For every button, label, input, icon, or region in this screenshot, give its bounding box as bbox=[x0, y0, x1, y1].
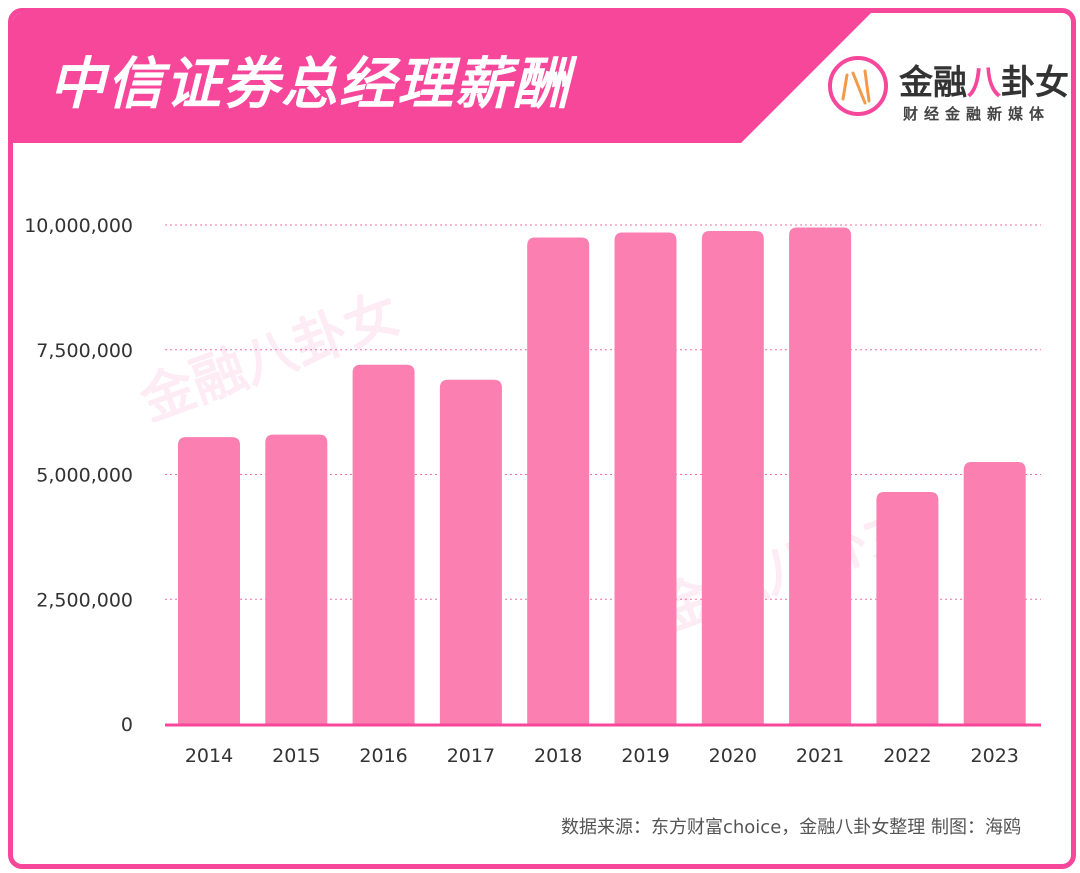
y-tick-label: 2,500,000 bbox=[36, 589, 133, 611]
brand-mark-icon bbox=[828, 56, 888, 116]
y-tick-labels: 0 2,500,000 5,000,000 7,500,000 10,000,000 bbox=[24, 215, 133, 736]
brand-logo: 金融八卦女 财经金融新媒体 bbox=[825, 53, 1069, 133]
x-tick-label: 2014 bbox=[185, 745, 233, 767]
x-tick-label: 2015 bbox=[272, 745, 320, 767]
brand-name-b: 八 bbox=[967, 63, 1001, 103]
bar-2015 bbox=[265, 434, 328, 724]
x-tick-label: 2017 bbox=[447, 745, 495, 767]
y-tick-label: 5,000,000 bbox=[36, 465, 133, 487]
bar-layer bbox=[178, 227, 1026, 725]
brand-name-c: 卦女 bbox=[1001, 63, 1069, 103]
bar-2021 bbox=[789, 227, 852, 724]
x-tick-label: 2021 bbox=[796, 745, 844, 767]
brand-name: 金融八卦女 bbox=[899, 55, 1069, 104]
x-tick-label: 2023 bbox=[971, 745, 1019, 767]
brand-name-a: 金融 bbox=[899, 63, 967, 103]
title-banner bbox=[13, 13, 871, 143]
x-tick-label: 2019 bbox=[621, 745, 669, 767]
y-tick-label: 10,000,000 bbox=[24, 215, 133, 237]
chart-title: 中信证券总经理薪酬 bbox=[49, 52, 571, 117]
bar-2017 bbox=[439, 379, 502, 724]
x-tick-label: 2020 bbox=[709, 745, 757, 767]
y-tick-label: 0 bbox=[121, 714, 133, 736]
x-tick-labels: 2014 2015 2016 2017 2018 2019 2020 2021 2022 2023 bbox=[185, 745, 1019, 767]
bar-2019 bbox=[614, 232, 677, 725]
bar-2020 bbox=[701, 230, 764, 724]
bar-chart: 0 2,500,000 5,000,000 7,500,000 10,000,000 2… bbox=[24, 215, 1041, 767]
source-note: 数据来源：东方财富choice，金融八卦女整理 制图：海鸥 bbox=[560, 817, 1021, 838]
x-tick-label: 2022 bbox=[883, 745, 931, 767]
bar-2018 bbox=[527, 237, 590, 724]
x-tick-label: 2018 bbox=[534, 745, 582, 767]
x-tick-label: 2016 bbox=[359, 745, 407, 767]
bar-2014 bbox=[178, 437, 240, 724]
bar-2023 bbox=[963, 462, 1026, 724]
bar-2016 bbox=[352, 364, 415, 724]
brand-tagline: 财经金融新媒体 bbox=[903, 105, 1051, 123]
chart-card: 中信证券总经理薪酬 金融八卦女 财经金融新媒体 金融八卦女 金融八卦女 0 2,5… bbox=[8, 8, 1076, 869]
y-tick-label: 7,500,000 bbox=[36, 340, 133, 362]
bar-2022 bbox=[876, 491, 939, 724]
